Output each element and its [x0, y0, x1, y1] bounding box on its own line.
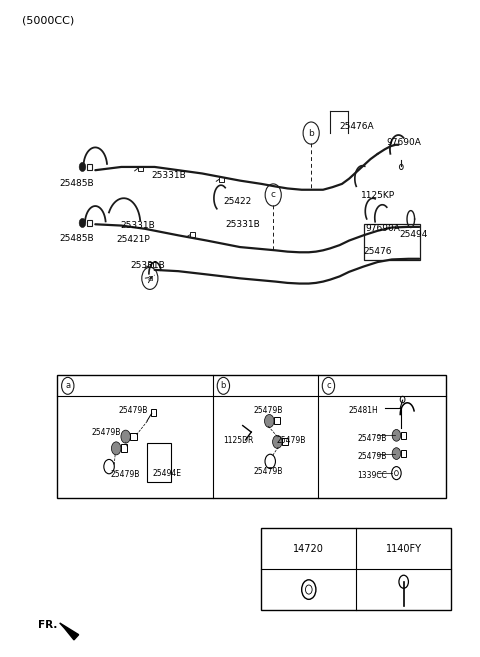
Text: 25479B: 25479B	[111, 470, 140, 479]
Bar	[274, 417, 280, 424]
Text: 25481H: 25481H	[348, 406, 378, 415]
Bar	[138, 166, 143, 171]
Text: 25331B: 25331B	[120, 221, 156, 230]
Text: b: b	[221, 381, 226, 390]
Text: 25331B: 25331B	[152, 171, 186, 180]
Bar	[57, 375, 446, 498]
Text: 25494: 25494	[399, 229, 427, 238]
Text: 97690A: 97690A	[365, 224, 400, 233]
Text: 1125KP: 1125KP	[361, 191, 395, 200]
Bar	[151, 409, 156, 416]
Text: 25485B: 25485B	[59, 179, 94, 189]
Text: a: a	[147, 274, 153, 283]
Circle shape	[79, 162, 86, 171]
Text: c: c	[326, 381, 331, 390]
Circle shape	[273, 436, 282, 448]
Bar	[364, 224, 420, 260]
Circle shape	[111, 442, 121, 455]
Polygon shape	[60, 623, 79, 640]
Text: 25421P: 25421P	[116, 235, 150, 244]
Text: c: c	[271, 191, 276, 200]
Circle shape	[79, 218, 86, 227]
Text: 97690A: 97690A	[386, 138, 421, 147]
Text: 25479B: 25479B	[118, 406, 147, 415]
Bar	[87, 164, 92, 170]
Text: 25479B: 25479B	[253, 466, 283, 476]
Bar	[261, 528, 451, 610]
Text: 25479B: 25479B	[357, 434, 386, 443]
Bar	[131, 433, 137, 440]
Text: 25331B: 25331B	[225, 220, 260, 229]
Bar	[190, 232, 195, 237]
Text: 25479B: 25479B	[357, 452, 386, 461]
Circle shape	[392, 430, 401, 442]
Text: 25422: 25422	[224, 197, 252, 206]
Circle shape	[121, 430, 131, 443]
Text: 14720: 14720	[293, 544, 324, 554]
Bar	[148, 262, 153, 267]
Circle shape	[264, 415, 274, 428]
Bar	[147, 443, 171, 482]
Text: 1140FY: 1140FY	[386, 544, 422, 554]
Bar	[121, 444, 127, 451]
Text: FR.: FR.	[38, 620, 58, 630]
Text: 25479B: 25479B	[92, 428, 121, 437]
Text: a: a	[65, 381, 71, 390]
Text: 25479B: 25479B	[277, 436, 306, 445]
Text: b: b	[308, 129, 314, 137]
Text: 25476A: 25476A	[339, 122, 373, 131]
Circle shape	[392, 447, 401, 459]
Text: 25331B: 25331B	[130, 261, 165, 270]
Bar	[401, 432, 407, 439]
Text: 25485B: 25485B	[59, 234, 94, 243]
Text: 25476: 25476	[363, 247, 392, 256]
Text: 1125DR: 1125DR	[223, 436, 253, 445]
Text: (5000CC): (5000CC)	[22, 16, 74, 26]
Bar	[87, 220, 92, 226]
Bar	[282, 438, 288, 445]
Bar	[401, 450, 407, 457]
Text: 25479B: 25479B	[253, 406, 283, 415]
Text: 25494E: 25494E	[153, 468, 182, 478]
Text: 1339CC: 1339CC	[357, 471, 387, 480]
Bar	[219, 177, 224, 182]
